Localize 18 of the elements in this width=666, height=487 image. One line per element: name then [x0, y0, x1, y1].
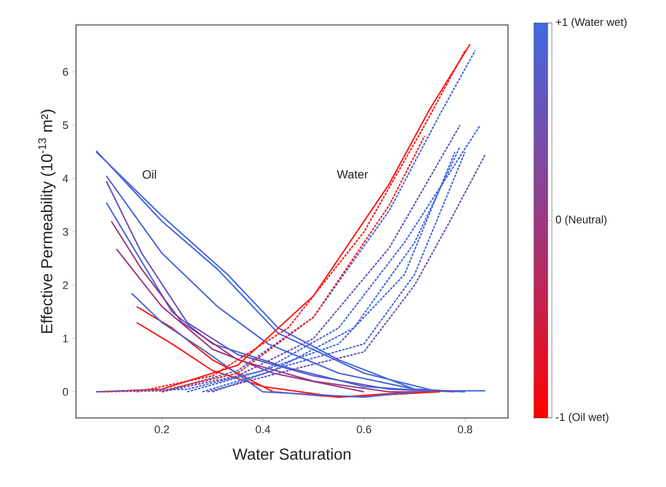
- y-tick-label: 5: [62, 121, 68, 130]
- annotation: Water: [336, 170, 368, 178]
- y-tick-label: 0: [62, 388, 68, 396]
- y-tick-label: 3: [62, 228, 68, 236]
- x-tick-label: 0.6: [356, 426, 372, 434]
- y-tick-label: 6: [62, 68, 68, 76]
- color-bar-label: +1 (Water wet): [556, 18, 627, 28]
- x-axis-title: Water Saturation: [232, 448, 350, 460]
- annotation: Oil: [142, 170, 156, 179]
- y-tick-label: 2: [62, 281, 68, 290]
- x-tick-label: 0.8: [458, 426, 472, 434]
- y-tick-label: 4: [62, 174, 68, 182]
- y-axis-title: Effective Permeability (10$^{-13}$ m²): [38, 110, 56, 333]
- color-bar-label: 0 (Neutral): [556, 215, 607, 226]
- color-bar-label: -1 (Oil wet): [556, 412, 608, 424]
- x-tick-label: 0.4: [256, 426, 270, 434]
- x-tick-label: 0.2: [154, 426, 169, 434]
- y-tick-label: 1: [63, 334, 68, 342]
